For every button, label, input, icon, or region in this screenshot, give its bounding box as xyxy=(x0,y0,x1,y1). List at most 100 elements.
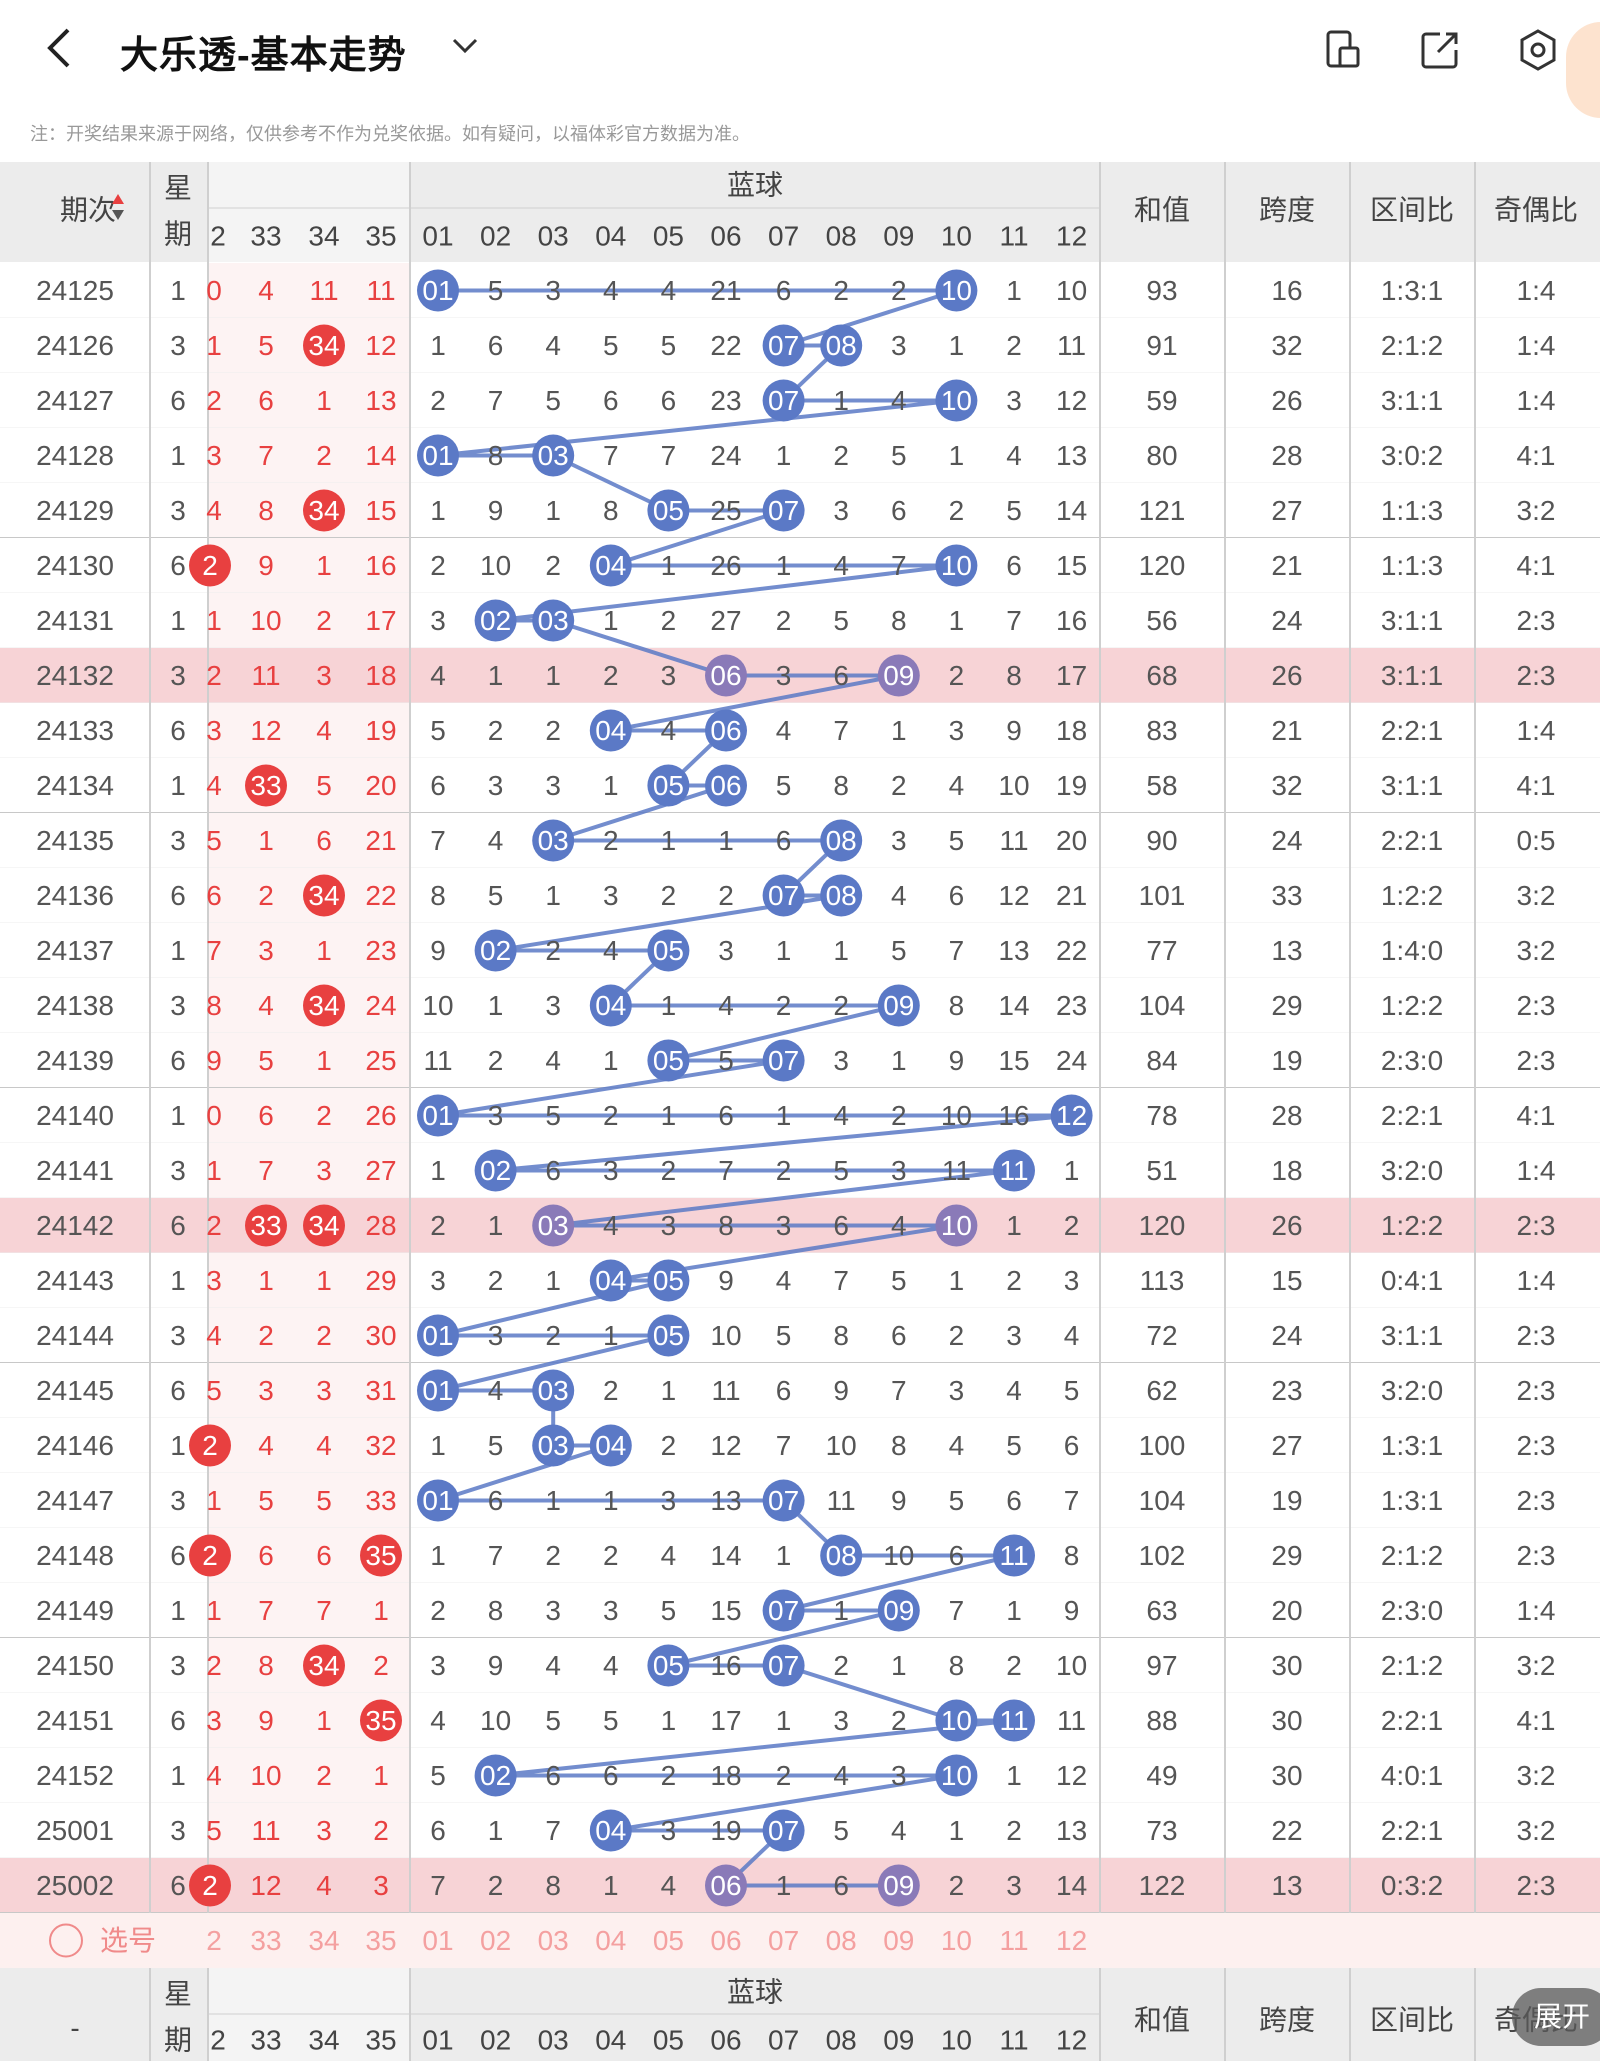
red-ball[interactable] xyxy=(303,1204,345,1247)
blue-ball[interactable] xyxy=(647,1039,690,1082)
tablet-icon[interactable] xyxy=(1320,28,1364,72)
picker-blue-option[interactable]: 06 xyxy=(710,1925,741,1956)
picker-red-option[interactable]: 2 xyxy=(206,1925,222,1956)
share-icon[interactable] xyxy=(1418,28,1462,72)
picker-blue-option[interactable]: 07 xyxy=(768,1925,799,1956)
blue-ball[interactable] xyxy=(474,1754,517,1797)
blue-ball[interactable] xyxy=(935,1754,978,1797)
blue-ball[interactable] xyxy=(532,599,575,642)
blue-ball[interactable] xyxy=(532,1424,575,1467)
red-ball[interactable] xyxy=(303,324,345,367)
red-ball[interactable] xyxy=(189,1534,231,1577)
blue-ball[interactable] xyxy=(762,874,805,917)
blue-ball[interactable] xyxy=(820,1534,863,1577)
picker-blue-option[interactable]: 08 xyxy=(826,1925,857,1956)
blue-ball[interactable] xyxy=(589,1809,632,1852)
blue-ball[interactable] xyxy=(589,544,632,587)
blue-ball[interactable] xyxy=(705,709,747,752)
picker-red-option[interactable]: 34 xyxy=(308,1925,339,1956)
blue-ball[interactable] xyxy=(532,819,575,862)
blue-ball[interactable] xyxy=(993,1699,1035,1742)
blue-ball[interactable] xyxy=(993,1149,1035,1192)
blue-ball[interactable] xyxy=(647,1644,690,1687)
blue-ball[interactable] xyxy=(877,1589,920,1632)
blue-ball[interactable] xyxy=(474,599,517,642)
blue-ball[interactable] xyxy=(935,379,978,422)
blue-ball[interactable] xyxy=(762,1644,805,1687)
blue-ball[interactable] xyxy=(647,764,690,807)
red-ball[interactable] xyxy=(189,1864,231,1907)
blue-ball[interactable] xyxy=(762,324,805,367)
expand-button[interactable]: 展开 xyxy=(1512,1988,1600,2046)
blue-ball[interactable] xyxy=(417,269,459,312)
red-ball[interactable] xyxy=(303,1644,345,1687)
blue-ball[interactable] xyxy=(705,764,747,807)
picker-blue-option[interactable]: 09 xyxy=(883,1925,914,1956)
blue-ball[interactable] xyxy=(647,1259,690,1302)
back-icon[interactable] xyxy=(40,26,80,70)
red-ball[interactable] xyxy=(189,1424,231,1467)
blue-ball[interactable] xyxy=(417,1094,459,1137)
red-ball[interactable] xyxy=(245,1204,287,1247)
blue-ball[interactable] xyxy=(532,1369,575,1412)
picker-red-option[interactable]: 33 xyxy=(250,1925,281,1956)
picker-blue-option[interactable]: 02 xyxy=(480,1925,511,1956)
picker-blue-option[interactable]: 01 xyxy=(422,1925,453,1956)
blue-ball[interactable] xyxy=(589,984,632,1027)
red-ball[interactable] xyxy=(303,874,345,917)
blue-ball[interactable] xyxy=(417,1369,459,1412)
picker-red-option[interactable]: 35 xyxy=(365,1925,396,1956)
blue-ball[interactable] xyxy=(877,654,920,697)
blue-ball[interactable] xyxy=(762,379,805,422)
blue-ball[interactable] xyxy=(417,434,459,477)
blue-ball[interactable] xyxy=(935,1699,978,1742)
blue-ball[interactable] xyxy=(474,929,517,972)
picker-blue-option[interactable]: 10 xyxy=(941,1925,972,1956)
blue-ball[interactable] xyxy=(762,489,805,532)
blue-ball[interactable] xyxy=(705,1864,747,1907)
blue-ball[interactable] xyxy=(877,1864,920,1907)
blue-ball[interactable] xyxy=(762,1589,805,1632)
blue-ball[interactable] xyxy=(820,874,863,917)
red-ball[interactable] xyxy=(303,984,345,1027)
blue-ball[interactable] xyxy=(1050,1094,1093,1137)
sort-up-icon[interactable] xyxy=(112,194,124,204)
picker-blue-option[interactable]: 04 xyxy=(595,1925,626,1956)
blue-ball[interactable] xyxy=(589,709,632,752)
blue-ball[interactable] xyxy=(935,544,978,587)
avatar[interactable] xyxy=(1566,22,1600,118)
blue-ball[interactable] xyxy=(820,324,863,367)
blue-ball[interactable] xyxy=(417,1479,459,1522)
blue-ball[interactable] xyxy=(993,1534,1035,1577)
blue-ball[interactable] xyxy=(532,434,575,477)
picker-blue-option[interactable]: 12 xyxy=(1056,1925,1087,1956)
red-ball[interactable] xyxy=(189,544,231,587)
red-ball[interactable] xyxy=(360,1534,402,1577)
picker-radio-icon[interactable] xyxy=(49,1923,83,1958)
blue-ball[interactable] xyxy=(820,819,863,862)
red-ball[interactable] xyxy=(303,489,345,532)
blue-ball[interactable] xyxy=(647,1314,690,1357)
blue-ball[interactable] xyxy=(417,1314,459,1357)
blue-ball[interactable] xyxy=(877,984,920,1027)
blue-ball[interactable] xyxy=(935,269,978,312)
chevron-down-icon[interactable] xyxy=(450,30,480,67)
blue-ball[interactable] xyxy=(474,1149,517,1192)
picker-blue-option[interactable]: 03 xyxy=(538,1925,569,1956)
blue-ball[interactable] xyxy=(935,1204,978,1247)
picker-blue-option[interactable]: 05 xyxy=(653,1925,684,1956)
blue-ball[interactable] xyxy=(762,1809,805,1852)
settings-icon[interactable] xyxy=(1516,28,1560,72)
blue-ball[interactable] xyxy=(589,1259,632,1302)
red-ball[interactable] xyxy=(360,1699,402,1742)
sort-down-icon[interactable] xyxy=(112,210,124,220)
page-title[interactable]: 大乐透-基本走势 xyxy=(120,35,407,77)
blue-ball[interactable] xyxy=(589,1424,632,1467)
blue-ball[interactable] xyxy=(647,929,690,972)
blue-ball[interactable] xyxy=(532,1204,575,1247)
blue-ball[interactable] xyxy=(705,654,747,697)
red-ball[interactable] xyxy=(245,764,287,807)
blue-ball[interactable] xyxy=(762,1039,805,1082)
picker-blue-option[interactable]: 11 xyxy=(999,1925,1028,1956)
blue-ball[interactable] xyxy=(647,489,690,532)
